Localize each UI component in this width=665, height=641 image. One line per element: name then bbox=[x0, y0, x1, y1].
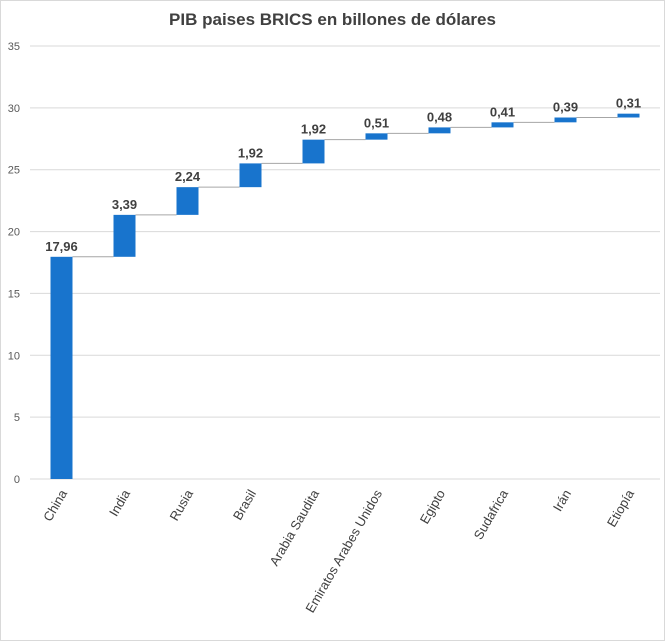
bar bbox=[239, 163, 262, 188]
y-tick-label: 0 bbox=[14, 474, 20, 486]
category-label: Irán bbox=[550, 487, 574, 514]
y-tick-label: 20 bbox=[8, 227, 20, 239]
y-axis-ticks: 0 5 10 15 20 25 30 35 bbox=[8, 41, 20, 486]
data-label: 17,96 bbox=[45, 239, 78, 254]
data-label: 0,31 bbox=[616, 96, 641, 111]
bar bbox=[428, 127, 451, 134]
category-label: Rusia bbox=[166, 486, 196, 523]
data-label: 0,41 bbox=[490, 104, 515, 119]
data-label: 0,39 bbox=[553, 100, 578, 115]
bar bbox=[617, 113, 640, 118]
category-label: Brasil bbox=[230, 487, 259, 523]
y-tick-label: 10 bbox=[8, 350, 20, 362]
chart-title: PIB paises BRICS en billones de dólares bbox=[169, 10, 496, 29]
data-label: 1,92 bbox=[238, 145, 263, 160]
x-axis-categories: China India Rusia Brasil Arabia SauditaEmira… bbox=[40, 486, 637, 615]
category-label: India bbox=[106, 486, 133, 519]
bar bbox=[176, 187, 199, 215]
bar bbox=[302, 139, 325, 164]
y-tick-label: 5 bbox=[14, 412, 20, 424]
category-label: China bbox=[40, 486, 70, 524]
data-label: 2,24 bbox=[175, 169, 201, 184]
connectors bbox=[72, 117, 618, 258]
bar bbox=[365, 133, 388, 140]
data-label: 0,48 bbox=[427, 109, 452, 124]
bar bbox=[554, 117, 577, 123]
data-label: 0,51 bbox=[364, 115, 389, 130]
category-label: Egipto bbox=[417, 487, 448, 526]
category-label: Sudafrica bbox=[471, 486, 512, 542]
bar bbox=[50, 256, 73, 479]
bar bbox=[113, 214, 136, 257]
category-label: Etiopía bbox=[604, 486, 638, 529]
y-tick-label: 35 bbox=[8, 41, 20, 53]
y-tick-label: 30 bbox=[8, 103, 20, 115]
y-tick-label: 25 bbox=[8, 165, 20, 177]
data-label: 3,39 bbox=[112, 197, 137, 212]
category-label: Arabia Saudita bbox=[266, 486, 322, 568]
data-labels: 17,96 3,39 2,24 1,92 1,92 0,51 0,48 0,41 0,39 0,3… bbox=[45, 96, 641, 254]
data-label: 1,92 bbox=[301, 122, 326, 137]
bar bbox=[491, 122, 514, 128]
y-tick-label: 15 bbox=[8, 288, 20, 300]
bars bbox=[50, 113, 640, 479]
